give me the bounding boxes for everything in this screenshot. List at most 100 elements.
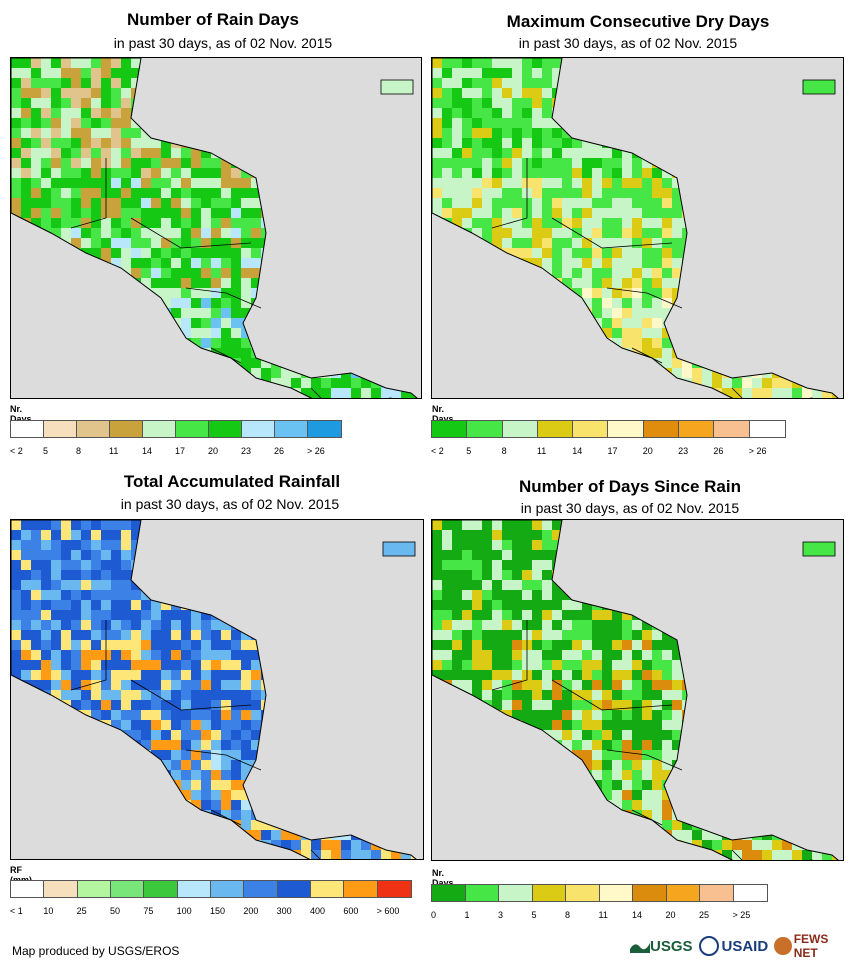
country-border: [731, 849, 743, 860]
legend-bar: [10, 420, 342, 438]
legend-label: < 2: [431, 446, 444, 456]
legend-swatch: [599, 885, 633, 901]
legend-label: < 2: [10, 446, 23, 456]
partner-logos: USGS USAID FEWS NET: [630, 932, 854, 960]
legend-label: 20: [642, 446, 653, 456]
legend-swatch: [499, 885, 533, 901]
legend-label: 20: [208, 446, 219, 456]
legend-label: 5: [43, 446, 49, 456]
legend-swatch: [749, 421, 785, 437]
legend-swatch: [344, 881, 378, 897]
legend-label: 1: [464, 910, 470, 920]
legend-label: 25: [76, 906, 87, 916]
legend-swatch: [432, 421, 468, 437]
country-border: [606, 287, 683, 309]
map-canvas: [11, 520, 423, 859]
legend-swatch: [502, 421, 538, 437]
legend-label: 25: [699, 910, 710, 920]
legend-label: 14: [142, 446, 153, 456]
panel-title: Total Accumulated Rainfall: [123, 472, 341, 491]
legend-label: 14: [572, 446, 583, 456]
country-border: [130, 217, 252, 249]
coastline: [432, 520, 839, 860]
legend-swatch: [733, 885, 767, 901]
legend-label: 8: [565, 910, 571, 920]
country-border: [185, 749, 262, 771]
map-days-since-rain[interactable]: [431, 519, 844, 861]
legend-label: 8: [501, 446, 507, 456]
legend-label: < 1: [10, 906, 23, 916]
panel-subtitle: in past 30 days, as of 02 Nov. 2015: [113, 35, 333, 51]
coastline: [432, 58, 839, 398]
coastline: [11, 520, 417, 859]
legend-label: 5: [466, 446, 472, 456]
usaid-seal-icon: [698, 936, 719, 956]
usaid-logo-text: USAID: [721, 937, 769, 955]
legend-swatch: [643, 421, 680, 437]
legend-swatch: [467, 421, 503, 437]
country-border: [551, 679, 673, 711]
legend-label: 10: [43, 906, 54, 916]
country-border: [70, 620, 107, 691]
legend-swatch: [209, 421, 242, 437]
legend-swatch: [714, 421, 750, 437]
legend-label: 11: [598, 910, 608, 920]
legend-swatch: [44, 421, 77, 437]
coastline: [11, 58, 418, 398]
legend-swatch: [144, 881, 178, 897]
country-border: [185, 287, 262, 309]
fews-net-logo: FEWS NET: [774, 932, 854, 960]
land-grid: [11, 58, 421, 398]
country-border: [631, 347, 663, 364]
country-border: [491, 158, 528, 229]
map-rain-days[interactable]: [10, 57, 422, 399]
map-canvas: [11, 58, 421, 398]
legend-label: > 26: [748, 446, 767, 456]
map-max-dry-days[interactable]: [431, 57, 844, 399]
country-border: [491, 620, 528, 691]
legend-swatch: [110, 881, 145, 897]
legend-swatch: [537, 421, 574, 437]
legend-label: 75: [143, 906, 154, 916]
country-border: [310, 849, 321, 859]
legend-labels: < 2 5 8 11 14 17 20 23 26 > 26: [431, 446, 794, 458]
legend-label: 3: [498, 910, 504, 920]
legend-label: 0: [431, 910, 437, 920]
legend-swatch: [110, 421, 143, 437]
panel-title: Number of Rain Days: [127, 10, 299, 29]
legend-label: 23: [241, 446, 252, 456]
legend-label: 600: [343, 906, 359, 916]
legend-swatch: [308, 421, 341, 437]
legend-label: 17: [175, 446, 186, 456]
panel-subtitle: in past 30 days, as of 02 Nov. 2015: [518, 35, 738, 51]
legend-label: > 26: [307, 446, 325, 456]
panel-title: Number of Days Since Rain: [518, 477, 741, 496]
legend-label: 50: [110, 906, 121, 916]
legend-bar: [431, 420, 786, 438]
island: [802, 541, 836, 557]
country-border: [70, 158, 107, 229]
legend-label: 11: [109, 446, 119, 456]
legend-label: 23: [678, 446, 689, 456]
land-grid: [432, 520, 843, 860]
legend-label: 17: [607, 446, 618, 456]
panel-title: Maximum Consecutive Dry Days: [506, 12, 770, 31]
island: [802, 79, 836, 95]
legend-swatch: [666, 885, 700, 901]
legend-bar: [10, 880, 412, 898]
map-total-rainfall[interactable]: [10, 519, 424, 860]
country-border: [210, 347, 242, 364]
country-border: [130, 679, 252, 711]
usaid-logo: USAID: [698, 936, 769, 956]
legend-swatch: [210, 881, 245, 897]
legend-swatch: [566, 885, 600, 901]
island: [380, 79, 414, 95]
legend-swatch: [77, 881, 111, 897]
legend-title: Nr. Days: [432, 404, 454, 424]
legend-swatch: [143, 421, 176, 437]
legend-label: 150: [210, 906, 226, 916]
legend-label: 100: [176, 906, 192, 916]
legend-label: 5: [531, 910, 537, 920]
country-border: [631, 809, 663, 826]
legend-swatch: [77, 421, 110, 437]
